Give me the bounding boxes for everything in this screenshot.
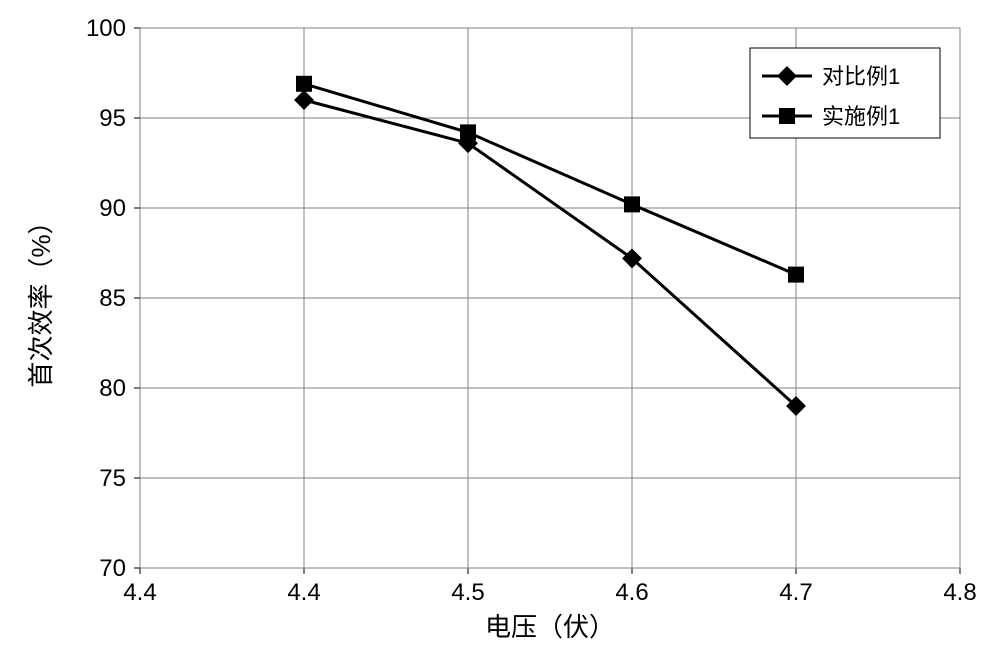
x-tick-label: 4.4 [287,579,320,606]
x-tick-label: 4.5 [451,579,484,606]
x-tick-label: 4.7 [779,579,812,606]
y-tick-label: 80 [99,375,126,402]
line-chart: 4.4 4.4 4.5 4.6 4.7 4.8 70 75 80 85 90 95 100 电压（伏） 首次… [0,0,1000,667]
series-marker [461,125,476,140]
x-tick-label: 4.6 [615,579,648,606]
x-tick-label: 4.4 [123,579,156,606]
y-tick-label: 95 [99,105,126,132]
legend-sample-marker [780,109,795,124]
y-tick-label: 90 [99,195,126,222]
y-tick-label: 70 [99,555,126,582]
x-tick-label: 4.8 [943,579,976,606]
series-marker [789,267,804,282]
series-marker [625,197,640,212]
chart-container: 4.4 4.4 4.5 4.6 4.7 4.8 70 75 80 85 90 95 100 电压（伏） 首次… [0,0,1000,667]
y-tick-label: 100 [86,15,126,42]
legend: 对比例1 实施例1 [750,48,940,138]
y-tick-label: 85 [99,285,126,312]
x-axis-label: 电压（伏） [485,612,615,642]
y-tick-label: 75 [99,465,126,492]
y-axis-label: 首次效率（%） [26,208,56,387]
legend-item-label: 实施例1 [822,104,900,129]
series-marker [297,76,312,91]
legend-item-label: 对比例1 [822,64,900,89]
